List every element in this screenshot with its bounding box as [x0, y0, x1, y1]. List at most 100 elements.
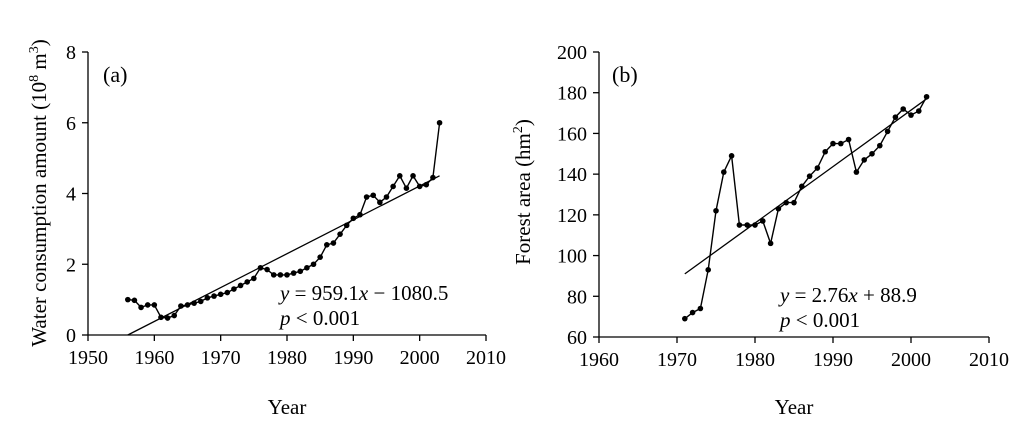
panel-b-data-point: [806, 173, 813, 179]
panel-b-label: (b): [612, 62, 638, 87]
panel-a-data-point: [297, 268, 304, 275]
panel-a-data-point: [217, 291, 224, 298]
panel-b-pvalue: p < 0.001: [778, 308, 860, 332]
panel-a-y-tick-label: 2: [66, 254, 76, 276]
panel-b-data-point: [728, 153, 735, 159]
panel-a-y-tick-label: 8: [66, 42, 76, 64]
panel-b-y-label: Forest area (hm2): [511, 119, 535, 265]
panel-a-pvalue: p < 0.001: [278, 306, 360, 330]
panel-b-data-point: [682, 315, 688, 322]
panel-b-data-point: [861, 157, 867, 163]
panel-a-data-point: [151, 302, 158, 308]
panel-a-p-rest: < 0.001: [291, 306, 361, 330]
panel-a-data-point: [144, 302, 151, 308]
panel-a-data-point: [164, 315, 171, 321]
panel-a-data-point: [191, 300, 197, 306]
panel-a-data-point: [231, 286, 237, 292]
panel-a-data-point: [350, 215, 357, 222]
panel-a-data-point: [416, 183, 423, 190]
panel-b-chart: 1960 1970 1980 1990 2000 2010 60 80 100 120 140 160…: [511, 42, 1009, 419]
panel-b-x-tick-label: 1970: [657, 349, 697, 371]
panel-b-x-tick-label: 2000: [891, 349, 931, 371]
panel-a-data-point: [244, 279, 250, 285]
panel-a-data-point: [264, 266, 270, 273]
panel-a-data-point: [396, 173, 403, 179]
panel-a-data-point: [410, 173, 416, 179]
panel-b-data-point: [830, 140, 836, 147]
panel-b-data-point: [791, 199, 797, 206]
panel-a-data-point: [324, 241, 330, 248]
panel-a-data-point: [390, 183, 396, 190]
panel-b-x-tick-label: 1990: [813, 349, 853, 371]
panel-a-data-point: [317, 254, 323, 260]
panel-a-data-point: [304, 264, 310, 271]
panel-b-x-tick-label: 1980: [735, 349, 775, 371]
panel-a-chart: 1950 1960 1970 1980 1990 2000 2010 0 2 4 6 8 (a) y …: [27, 39, 506, 419]
panel-b-data-point: [822, 148, 828, 155]
panel-a-data-point: [436, 119, 443, 126]
panel-b-data-point: [814, 165, 821, 171]
panel-a-data-point: [310, 261, 317, 268]
panel-b-data-point: [713, 207, 719, 214]
panel-b-data-point: [783, 199, 789, 206]
panel-a-data-point: [363, 194, 370, 200]
panel-a-data-point: [403, 185, 410, 191]
panel-b-data-point: [697, 305, 704, 312]
panel-b-data-point: [853, 169, 860, 175]
panel-b-y-tick-label: 120: [557, 205, 587, 227]
panel-b-data-point: [705, 267, 711, 273]
panel-a-data-point: [251, 275, 257, 282]
panel-b-y-tick-label: 160: [557, 123, 587, 145]
panel-b-data-point: [845, 136, 852, 143]
panel-b-data-point: [689, 309, 696, 316]
panel-b-data-point: [767, 240, 774, 247]
panel-a-x-label: Year: [268, 395, 307, 419]
panel-b-y-tick-label: 180: [557, 83, 587, 105]
panel-a-data-point: [171, 312, 178, 319]
panel-a-p-var: p: [278, 306, 291, 330]
panel-b-data-point: [760, 218, 766, 224]
panel-a-data-point: [257, 264, 264, 271]
panel-b-y-tick-label: 60: [567, 327, 587, 349]
panel-a-y-label-main: Water consumption amount (10: [27, 82, 51, 347]
panel-b-eq-x: x: [847, 283, 858, 307]
panel-b-eq-y: y: [778, 283, 790, 307]
panel-a-equation: y = 959.1x − 1080.5: [278, 281, 448, 305]
panel-b-y-tick-label: 100: [557, 246, 587, 268]
panel-b-data-point: [744, 222, 750, 228]
panel-a-y-label-end: ): [27, 39, 51, 46]
panel-a-x-tick-label: 1980: [267, 347, 307, 369]
panel-a-data-point: [277, 272, 284, 278]
panel-a-data-point: [184, 302, 191, 308]
panel-a-y-tick-label: 6: [66, 113, 76, 135]
panel-b-x-tick-label: 2010: [969, 349, 1009, 371]
panel-b-data-point: [869, 150, 875, 157]
panel-b-x-tick-label: 1960: [579, 349, 619, 371]
panel-b-data-point: [900, 106, 906, 112]
panel-a-data-point: [131, 297, 138, 304]
panel-b-data-point: [775, 205, 782, 212]
panel-a-y-tick-label: 4: [66, 184, 76, 206]
panel-b-p-rest: < 0.001: [791, 308, 861, 332]
panel-b-data-point: [838, 140, 844, 147]
panel-a-data-point: [158, 314, 164, 321]
panel-a-data-point: [284, 272, 290, 278]
panel-a-eq-x: x: [358, 281, 369, 305]
panel-a-data-point: [383, 194, 390, 200]
panel-b-data-point: [908, 112, 914, 118]
panel-a-data-point: [357, 211, 363, 218]
panel-b-data-point: [799, 183, 805, 190]
panel-b-data-point: [884, 128, 891, 135]
panel-a-data-point: [377, 199, 383, 206]
panel-a-x-tick-label: 2010: [466, 347, 506, 369]
panel-b-data-point: [923, 93, 930, 100]
panel-b-trend-line: [684, 98, 927, 275]
panel-a-y-label-sup2: 3: [27, 46, 42, 53]
panel-a-x-tick-label: 1960: [134, 347, 174, 369]
panel-b-x-label: Year: [775, 395, 814, 419]
panel-a-data-point: [330, 240, 337, 246]
panel-a-data-point: [370, 192, 377, 199]
panel-a-data-point: [138, 304, 144, 311]
panel-b-y-label-sup: 2: [511, 126, 526, 133]
